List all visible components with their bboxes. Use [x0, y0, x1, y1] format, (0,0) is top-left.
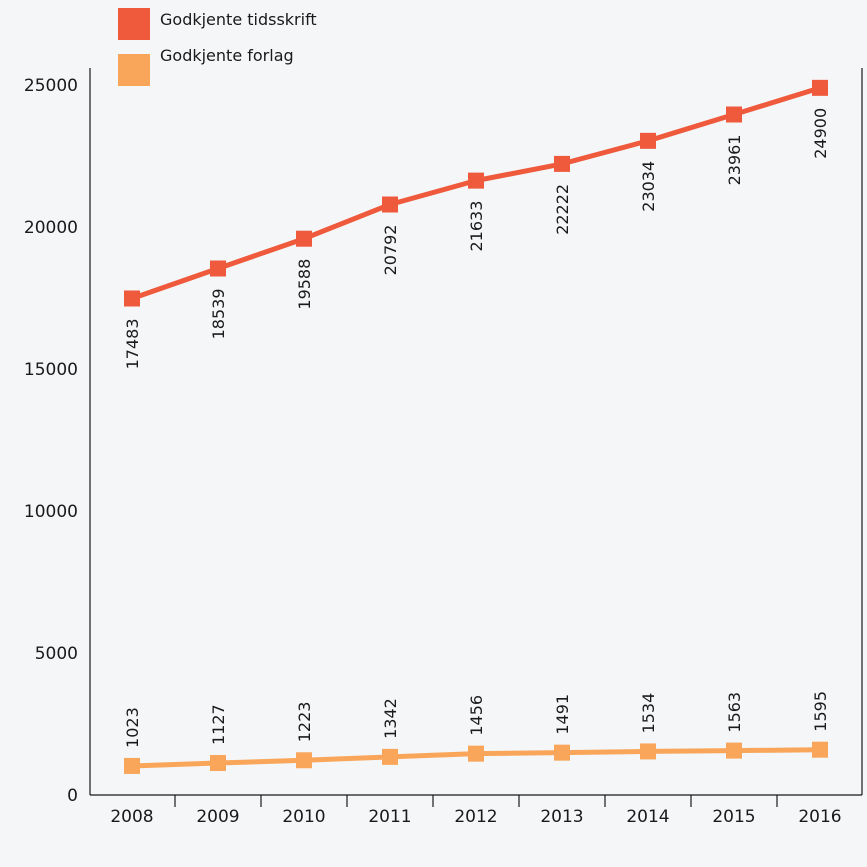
data-point-marker [468, 172, 484, 189]
data-point-marker [468, 745, 484, 762]
data-label: 1534 [639, 693, 658, 734]
x-tick-label: 2008 [110, 807, 153, 827]
y-tick-label: 0 [67, 786, 78, 806]
data-label: 1456 [467, 695, 486, 736]
data-label: 24900 [811, 108, 830, 159]
axes: 0 5000 10000 15000 20000 25000 2008 2009 2010 201… [24, 68, 863, 827]
y-tick-label: 5000 [35, 644, 78, 664]
data-point-marker [554, 744, 570, 761]
y-tick-label: 20000 [24, 218, 78, 238]
data-label: 1023 [123, 707, 142, 748]
data-point-marker [296, 752, 312, 769]
x-tick-label: 2012 [454, 807, 497, 827]
series-layer: 17483 18539 19588 20792 21633 22222 23034 23961… [123, 79, 830, 774]
data-point-marker [726, 106, 742, 123]
data-label: 21633 [467, 201, 486, 252]
x-tick-label: 2015 [712, 807, 755, 827]
data-point-marker [124, 757, 140, 774]
data-label: 1595 [811, 691, 830, 732]
legend-swatch-forlag [118, 54, 150, 86]
x-tick-label: 2016 [798, 807, 841, 827]
data-label: 1342 [381, 698, 400, 739]
data-label: 1563 [725, 692, 744, 733]
data-point-marker [726, 742, 742, 759]
legend-swatch-tidsskrift [118, 8, 150, 40]
data-point-marker [382, 748, 398, 765]
data-label: 23034 [639, 161, 658, 212]
data-label: 22222 [553, 184, 572, 235]
legend: Godkjente tidsskrift Godkjente forlag [118, 8, 317, 86]
legend-label-tidsskrift: Godkjente tidsskrift [160, 10, 317, 29]
y-tick-label: 15000 [24, 360, 78, 380]
data-label: 1127 [209, 704, 228, 745]
data-point-marker [640, 743, 656, 760]
data-point-marker [124, 290, 140, 307]
x-tick-label: 2014 [626, 807, 669, 827]
x-tick-label: 2010 [282, 807, 325, 827]
data-label: 18539 [209, 288, 228, 339]
data-label: 1223 [295, 702, 314, 743]
data-point-marker [812, 741, 828, 758]
data-label: 19588 [295, 259, 314, 310]
x-tick-label: 2013 [540, 807, 583, 827]
x-tick-label: 2009 [196, 807, 239, 827]
data-label: 23961 [725, 135, 744, 186]
data-point-marker [812, 79, 828, 96]
data-label: 1491 [553, 694, 572, 735]
x-tick-label: 2011 [368, 807, 411, 827]
data-point-marker [210, 260, 226, 277]
y-tick-label: 10000 [24, 502, 78, 522]
data-point-marker [296, 230, 312, 247]
y-tick-label: 25000 [24, 76, 78, 96]
data-point-marker [640, 132, 656, 149]
data-point-marker [382, 196, 398, 213]
data-point-marker [554, 155, 570, 172]
data-label: 20792 [381, 225, 400, 276]
legend-label-forlag: Godkjente forlag [160, 46, 294, 65]
data-label: 17483 [123, 318, 142, 369]
data-point-marker [210, 754, 226, 771]
